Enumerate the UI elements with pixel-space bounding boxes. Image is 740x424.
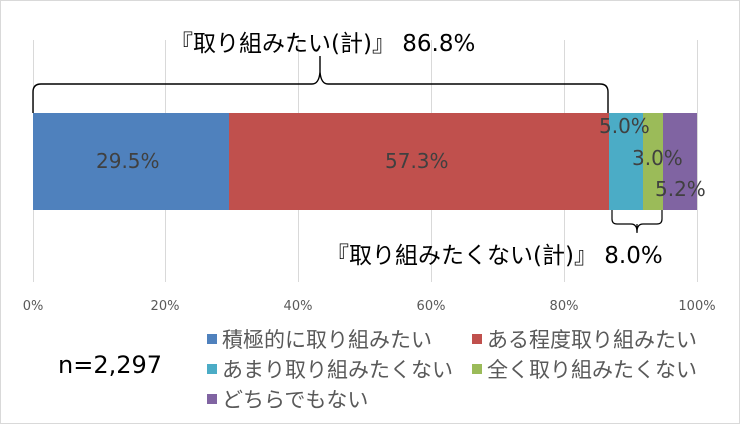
data-label-actively-want: 29.5% xyxy=(96,149,160,173)
x-tick-80: 80% xyxy=(549,299,579,314)
x-tick-0: 0% xyxy=(22,299,44,314)
x-tick-100: 100% xyxy=(678,299,716,314)
legend-label: 全く取り組みたくない xyxy=(487,358,697,382)
data-label-somewhat-want: 57.3% xyxy=(385,149,449,173)
segment-rather-not[interactable] xyxy=(609,113,643,210)
legend-item-rather-not[interactable]: あまり取り組みたくない xyxy=(207,354,453,384)
legend-label: どちらでもない xyxy=(222,388,369,412)
segment-actively-want[interactable] xyxy=(33,113,229,210)
annotation-not-want-total: 『取り組みたくない(計)』 8.0% xyxy=(326,243,663,269)
segment-not-at-all[interactable] xyxy=(643,113,663,210)
legend-swatch-icon xyxy=(207,334,217,344)
data-label-not-at-all: 3.0% xyxy=(632,146,683,170)
gridline-100 xyxy=(697,40,698,282)
legend-label: ある程度取り組みたい xyxy=(487,328,697,352)
legend-swatch-icon xyxy=(472,334,482,344)
x-tick-40: 40% xyxy=(283,299,313,314)
data-label-neither: 5.2% xyxy=(655,177,706,201)
legend-item-not-at-all[interactable]: 全く取り組みたくない xyxy=(472,354,697,384)
segment-neither[interactable] xyxy=(663,113,697,210)
x-tick-20: 20% xyxy=(150,299,180,314)
stacked-bar xyxy=(33,113,697,210)
legend-label: 積極的に取り組みたい xyxy=(222,328,432,352)
legend-swatch-icon xyxy=(472,364,482,374)
data-label-rather-not: 5.0% xyxy=(599,114,650,138)
annotation-want-total: 『取り組みたい(計)』 86.8% xyxy=(170,31,476,57)
legend-swatch-icon xyxy=(207,364,217,374)
segment-somewhat-want[interactable] xyxy=(229,113,609,210)
legend-item-neither[interactable]: どちらでもない xyxy=(207,384,368,414)
legend-swatch-icon xyxy=(207,394,217,404)
legend-item-somewhat-want[interactable]: ある程度取り組みたい xyxy=(472,324,697,354)
legend-item-actively-want[interactable]: 積極的に取り組みたい xyxy=(207,324,432,354)
x-tick-60: 60% xyxy=(416,299,446,314)
legend-label: あまり取り組みたくない xyxy=(222,358,453,382)
sample-size-label: n=2,297 xyxy=(58,351,163,379)
